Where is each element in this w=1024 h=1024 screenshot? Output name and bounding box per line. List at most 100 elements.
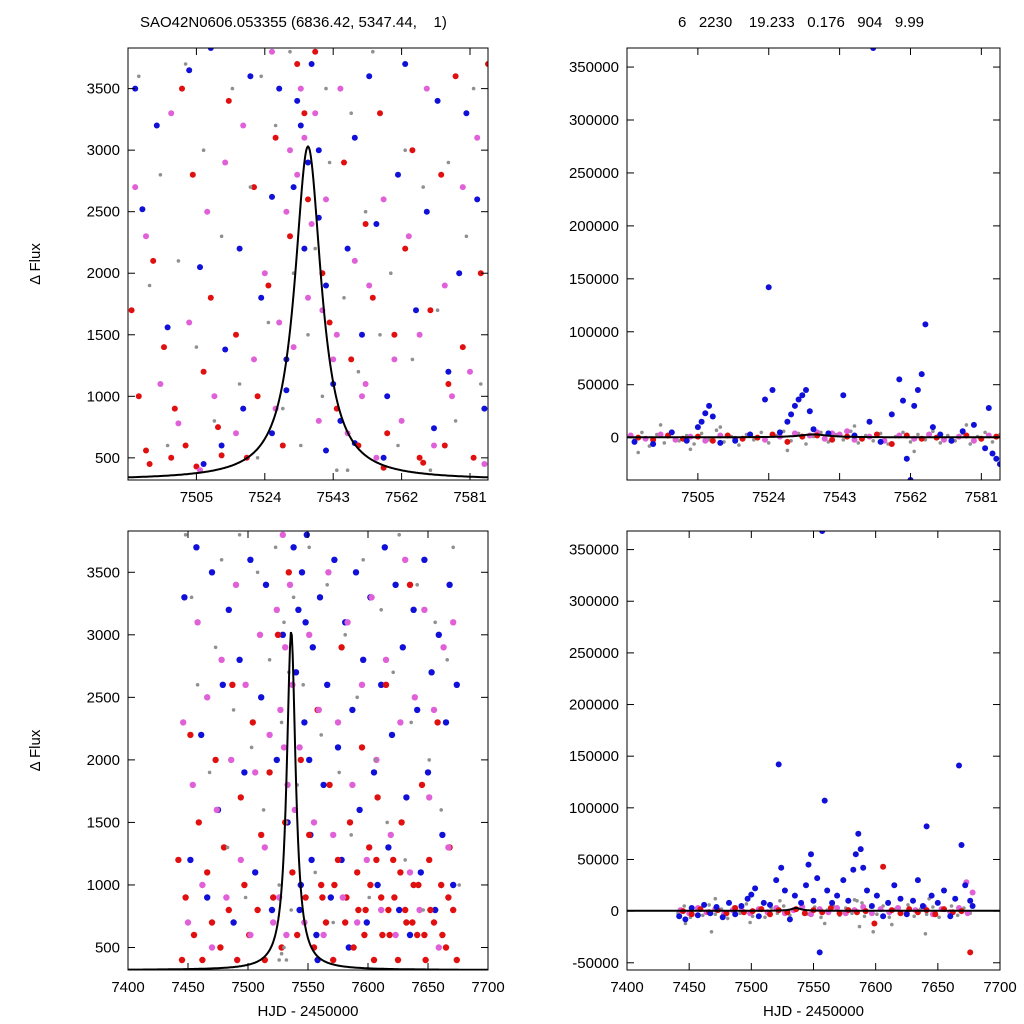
gray-data-point [701,913,705,918]
gray-data-point [714,428,719,433]
x-tick-label: 7505 [681,489,714,506]
gray-data-point [176,259,181,263]
red-data-point [485,61,488,67]
violet-data-point [402,556,409,563]
gray-data-point [137,74,141,79]
blue-data-point [222,346,229,353]
y-tick-label: -50000 [572,955,619,972]
violet-data-point [397,719,404,726]
gray-data-point [778,899,782,903]
model-curve [128,145,488,479]
blue-data-point [356,806,363,814]
x-tick-label: 7550 [291,979,324,996]
red-data-point [362,906,369,914]
violet-data-point [791,430,798,437]
gray-data-point [822,921,827,926]
red-data-point [297,756,304,764]
blue-data-point [919,903,926,909]
blue-data-point [432,906,439,914]
y-axis-label: Δ Flux [27,243,44,285]
blue-data-point [392,581,399,588]
blue-data-point [967,897,974,904]
red-data-point [220,844,228,851]
y-tick-label: 3500 [87,81,120,98]
blue-data-point [218,442,225,449]
gray-data-point [871,930,875,934]
blue-data-point [308,61,315,67]
model-curve [627,907,1000,912]
x-tick-label: 7562 [894,489,927,506]
blue-data-point [207,48,214,51]
model-curve [627,433,1000,439]
blue-data-point [698,418,705,425]
gray-data-point [342,296,346,300]
blue-data-point [298,569,306,576]
gray-data-point [313,870,318,875]
gray-data-point [355,695,360,700]
blue-data-point [952,895,959,902]
red-data-point [369,294,376,301]
red-data-point [379,931,386,939]
red-data-point [932,911,939,918]
blue-data-point [784,418,791,425]
blue-data-point [324,681,331,688]
red-data-point [326,781,333,789]
violet-data-point [223,894,230,901]
blue-data-point [683,437,690,444]
red-data-point [366,844,373,851]
red-data-point [233,331,239,338]
violet-data-point [186,319,193,326]
gray-data-point [231,708,236,712]
violet-data-point [296,744,303,751]
y-tick-label: 300000 [569,593,619,610]
violet-data-point [391,356,398,363]
blue-data-point [755,913,762,920]
blue-data-point [269,430,275,437]
blue-data-point [316,594,324,601]
gray-data-point [819,430,823,435]
violet-data-point [279,531,286,538]
violet-data-point [287,147,293,154]
y-tick-label: 0 [611,430,619,447]
blue-data-point [225,606,232,613]
gray-data-point [261,808,266,812]
red-data-point [410,881,417,889]
gray-data-point [319,733,324,737]
violet-data-point [330,356,337,363]
violet-data-point [416,906,423,914]
blue-data-point [424,769,432,776]
blue-data-point [776,429,783,436]
red-data-point [322,919,330,926]
blue-data-point [810,426,817,433]
blue-data-point [786,916,793,923]
blue-data-point [474,196,481,203]
violet-data-point [441,282,448,289]
gray-data-point [367,895,372,900]
red-data-point [416,454,423,461]
red-data-point [302,894,309,901]
blue-data-point [193,544,200,551]
blue-data-point [384,393,391,400]
x-tick-label: 7450 [171,979,204,996]
violet-data-point [208,944,216,951]
gray-data-point [427,758,432,762]
y-tick-label: 350000 [569,59,619,76]
red-data-point [382,681,390,688]
blue-data-point [236,245,243,252]
blue-data-point [385,844,392,851]
violet-data-point [204,694,211,701]
model-curve [128,631,488,970]
blue-data-point [752,885,759,892]
y-tick-label: 300000 [569,112,619,129]
blue-data-point [374,881,381,889]
blue-data-point [219,681,226,688]
violet-data-point [168,110,175,117]
gray-data-point [852,898,857,902]
header-left-text: SAO42N0606.053355 (6836.42, 5347.44, 1) [140,14,447,31]
violet-data-point [240,122,247,129]
violet-data-point [294,171,301,178]
gray-data-point [453,419,458,423]
plot-frame [127,47,489,481]
blue-data-point [349,706,356,714]
gray-data-point [862,914,867,919]
